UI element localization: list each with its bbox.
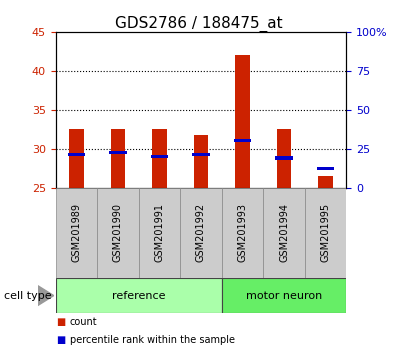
Text: ■: ■ [56,335,65,345]
Text: percentile rank within the sample: percentile rank within the sample [70,335,235,345]
Bar [97,188,139,278]
Bar [275,156,293,160]
Bar [235,55,250,188]
Text: GDS2786 / 188475_at: GDS2786 / 188475_at [115,16,283,32]
Text: motor neuron: motor neuron [246,291,322,301]
Bar [111,129,125,188]
Bar [180,188,222,278]
Bar [263,188,305,278]
Text: ■: ■ [56,317,65,327]
Text: reference: reference [112,291,166,301]
Text: count: count [70,317,97,327]
Bar [56,278,222,313]
Bar [192,153,210,156]
Bar [139,188,180,278]
Bar [152,129,167,188]
Polygon shape [38,286,54,306]
Bar [305,188,346,278]
Text: cell type: cell type [4,291,52,301]
Bar [277,129,291,188]
Bar [194,135,208,188]
Bar [318,176,333,188]
Bar [234,139,252,142]
Bar [222,188,263,278]
Text: GSM201995: GSM201995 [320,203,330,262]
Text: GSM201989: GSM201989 [72,203,82,262]
Text: GSM201992: GSM201992 [196,203,206,262]
Bar [69,129,84,188]
Bar [316,167,334,170]
Text: GSM201993: GSM201993 [238,203,248,262]
Text: GSM201990: GSM201990 [113,203,123,262]
Bar [150,155,168,158]
Bar [56,188,97,278]
Text: GSM201994: GSM201994 [279,203,289,262]
Bar [68,153,86,156]
Text: GSM201991: GSM201991 [154,203,164,262]
Bar [109,151,127,154]
Bar [222,278,346,313]
